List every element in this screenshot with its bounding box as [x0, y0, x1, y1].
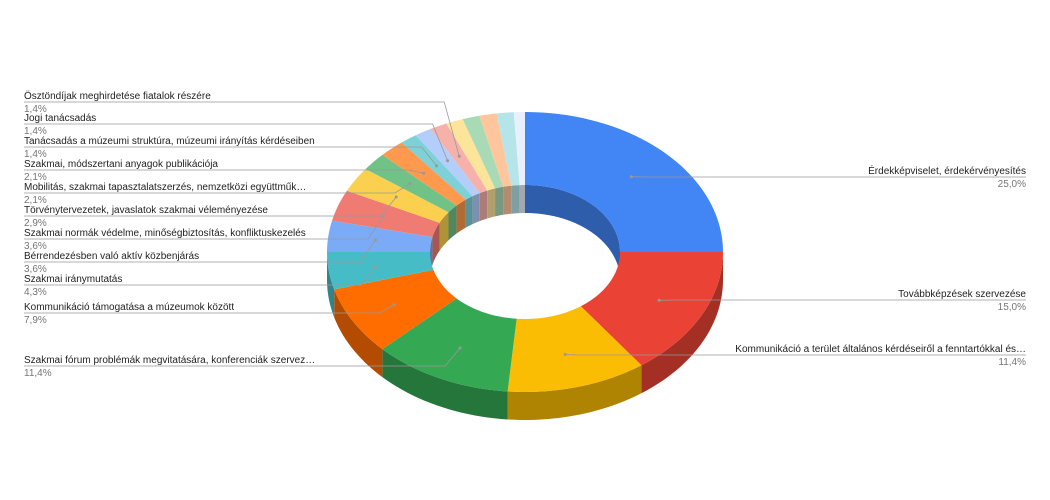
- slice: [446, 119, 496, 191]
- slice-inner-side: [495, 186, 504, 217]
- slice-label: Tanácsadás a múzeumi struktúra, múzeumi …: [24, 136, 315, 147]
- slice: [496, 112, 520, 186]
- slice-label: Ösztöndíjak meghirdetése fiatalok részér…: [24, 90, 211, 102]
- slice: [382, 298, 517, 392]
- leader-dot: [394, 195, 398, 199]
- slice-inner-side: [465, 196, 473, 228]
- slice-inner-side: [479, 190, 488, 222]
- leader-line: [24, 169, 424, 174]
- slice-inner-side: [487, 188, 496, 219]
- slice-inner-side: [519, 185, 525, 214]
- slice-inner-side: [432, 222, 440, 265]
- slice-value-label: 15,0%: [998, 302, 1026, 313]
- slice-label: Érdekképviselet, érdekérvényesítés: [868, 164, 1026, 177]
- slice-value-label: 1,4%: [24, 126, 47, 137]
- leader-dot: [457, 154, 461, 158]
- slice-inner-side: [503, 185, 512, 215]
- leader-line: [24, 123, 448, 161]
- leader-line: [24, 101, 460, 157]
- slice: [415, 128, 480, 197]
- slice-inner-side: [448, 205, 457, 241]
- leader-line: [24, 183, 411, 194]
- leader-dot: [657, 298, 661, 302]
- slice-inner-side: [472, 193, 480, 225]
- slice-label: Jogi tanácsadás: [24, 113, 96, 124]
- slice-value-label: 1,4%: [24, 149, 47, 160]
- slice-value-label: 1,4%: [24, 104, 47, 115]
- slice-value-label: 11,4%: [998, 357, 1026, 368]
- leader-dot: [435, 164, 439, 168]
- slice-side: [641, 252, 723, 394]
- slice: [327, 252, 434, 290]
- leader-line: [24, 216, 384, 240]
- slice-value-label: 3,6%: [24, 264, 47, 275]
- slice: [513, 112, 525, 186]
- leader-dot: [392, 303, 396, 307]
- slice: [525, 112, 723, 252]
- slice-value-label: 2,1%: [24, 172, 47, 183]
- slice: [479, 113, 512, 187]
- slice-label: Bérrendezésben való aktív közbenjárás: [24, 251, 199, 262]
- slice: [401, 135, 473, 200]
- leader-line: [24, 347, 461, 367]
- leader-line: [24, 266, 377, 286]
- leader-dot: [408, 181, 412, 185]
- leader-dot: [458, 346, 462, 350]
- slice-inner-side: [511, 185, 520, 214]
- leader-line: [24, 196, 397, 217]
- slice-label: Mobilitás, szakmai tapasztalatszerzés, n…: [24, 182, 306, 193]
- leader-line: [24, 239, 376, 263]
- slice-label: Szakmai iránymutatás: [24, 274, 122, 285]
- slice-side: [334, 289, 383, 378]
- slice-label: Továbbképzések szervezése: [898, 289, 1026, 300]
- leader-dot: [422, 171, 426, 175]
- leader-dot: [373, 238, 377, 242]
- slice-value-label: 25,0%: [998, 179, 1026, 190]
- leader-dot: [446, 159, 450, 163]
- slice: [334, 269, 457, 350]
- slice: [430, 123, 488, 194]
- slice-inner-side: [439, 212, 449, 251]
- slice: [346, 169, 449, 223]
- slice-side: [507, 365, 642, 420]
- slice-label: Szakmai fórum problémák megvitatására, k…: [24, 355, 315, 366]
- slice-label: Kommunikáció a terület általános kérdése…: [735, 344, 1026, 355]
- slice-value-label: 2,9%: [24, 218, 47, 229]
- slice-value-label: 11,4%: [24, 368, 52, 379]
- leader-dot: [381, 215, 385, 219]
- slice-label: Törvénytervezetek, javaslatok szakmai vé…: [24, 205, 268, 216]
- slice-inner-side: [456, 199, 466, 234]
- slice-inner-side: [525, 185, 620, 280]
- slice: [507, 306, 642, 392]
- slice: [580, 252, 723, 366]
- leader-dot: [629, 175, 633, 179]
- slice: [462, 115, 504, 189]
- slice-label: Szakmai, módszertani anyagok publikációj…: [24, 159, 218, 170]
- slice-value-label: 2,1%: [24, 195, 47, 206]
- leader-line: [24, 146, 437, 167]
- slice-side: [382, 349, 508, 420]
- slice-value-label: 4,3%: [24, 287, 47, 298]
- slice-label: Szakmai normák védelme, minőségbiztosítá…: [24, 228, 306, 239]
- slice: [332, 190, 440, 237]
- slice-value-label: 3,6%: [24, 241, 47, 252]
- slice-label: Kommunikáció támogatása a múzeumok közöt…: [24, 302, 234, 313]
- leader-dot: [374, 264, 378, 268]
- slice: [327, 220, 433, 252]
- slice-value-label: 7,9%: [24, 315, 47, 326]
- leader-dot: [563, 353, 567, 357]
- leader-line: [24, 304, 395, 314]
